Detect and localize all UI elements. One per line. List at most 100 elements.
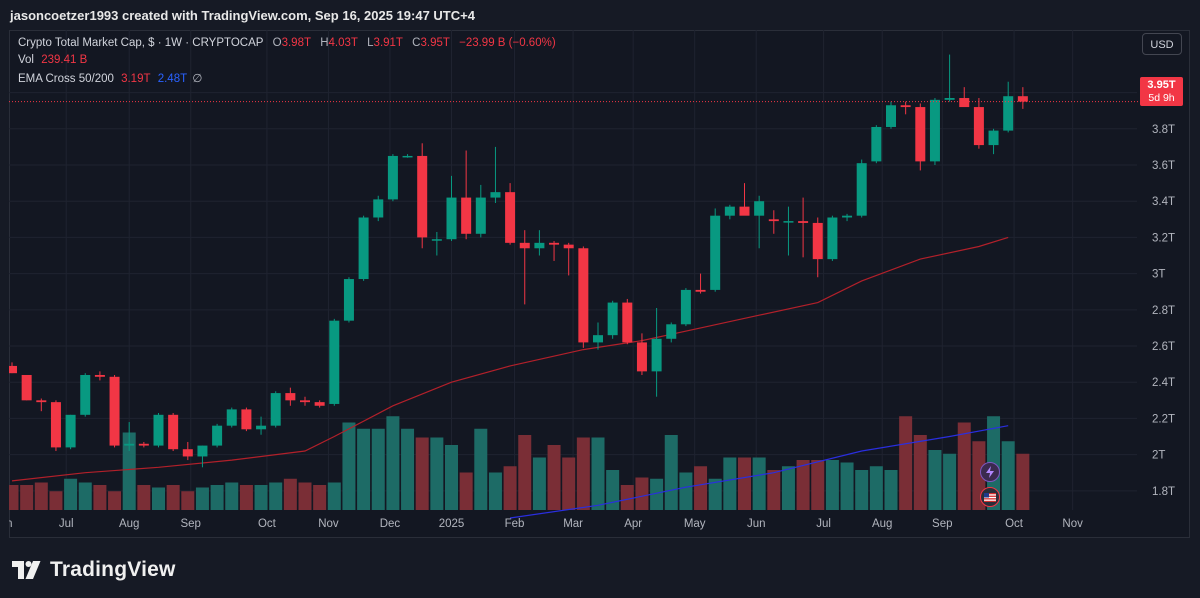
x-axis-label: Feb [505, 518, 525, 530]
candle-body [710, 215, 721, 290]
candle-body [197, 445, 208, 457]
volume-bar [327, 482, 341, 510]
volume-bar [913, 435, 927, 510]
x-axis-label: May [684, 518, 706, 530]
price-chart[interactable]: 1.8T 2T 2.2T 2.4T 2.6T 2.8T 3T 3.2T 3.4T 3.6T 3.8T… [9, 30, 1190, 538]
volume-bar [283, 478, 297, 510]
y-axis-label: 2.4T [1152, 377, 1175, 389]
candle-body [959, 98, 970, 108]
brand[interactable]: TradingView [12, 555, 176, 585]
legend-symbol[interactable]: Crypto Total Market Cap, $ · 1W · CRYPTO… [18, 37, 264, 49]
candle-body [256, 425, 267, 430]
volume-bar [943, 453, 957, 510]
legend-open-label: O [272, 37, 282, 49]
x-axis-label: Nov [1062, 518, 1083, 530]
candle-body [768, 219, 779, 222]
candle-body [343, 279, 354, 321]
volume-bar [459, 472, 473, 510]
volume-bar [738, 457, 751, 510]
candle-body [886, 105, 896, 127]
candle-body [212, 425, 223, 446]
volume-bar [20, 485, 34, 510]
candle-body [798, 221, 809, 223]
candle-body [812, 222, 823, 260]
x-axis-label: Jul [59, 518, 74, 530]
candle-body [153, 414, 164, 446]
candle-body [329, 320, 340, 404]
candle-body [270, 393, 281, 426]
candle-body [519, 242, 530, 249]
volume-bar [152, 487, 165, 510]
candle-body [50, 402, 61, 448]
legend-low-label: L [367, 37, 374, 49]
us-flag-event-icon[interactable] [980, 487, 1000, 507]
candle-body [36, 400, 47, 403]
legend-vol-label[interactable]: Vol [18, 54, 34, 66]
brand-text: TradingView [50, 558, 176, 581]
candle-body [578, 248, 589, 343]
candle-body [182, 449, 193, 457]
x-axis-label: Jul [816, 518, 831, 530]
y-axis-label: 2.8T [1152, 305, 1175, 317]
volume-bar [650, 478, 664, 510]
candle-body [1003, 96, 1014, 131]
volume-bar [679, 472, 693, 510]
candle-body [856, 163, 867, 216]
volume-bar [694, 466, 708, 510]
volume-bar [664, 435, 678, 510]
y-axis-label: 2T [1152, 450, 1165, 462]
legend-high-label: H [320, 37, 329, 49]
legend-ema-label[interactable]: EMA Cross 50/200 [18, 73, 114, 85]
candle-body [373, 199, 384, 218]
x-axis-label: Oct [1005, 518, 1024, 530]
candle-body [387, 155, 398, 200]
candle-body [622, 302, 633, 343]
candle-body [9, 365, 17, 374]
lightning-event-icon[interactable] [980, 462, 1000, 482]
footer-bar [0, 540, 1200, 598]
x-axis-label: Jun [9, 518, 12, 530]
candle-body [534, 242, 545, 249]
volume-bar [708, 478, 722, 510]
candle-body [666, 324, 677, 339]
candle-body [109, 376, 120, 446]
x-axis-label: Sep [932, 518, 952, 530]
volume-bar [371, 428, 385, 510]
volume-bar [210, 485, 224, 510]
candle-body [402, 155, 413, 158]
candle-body [783, 221, 794, 223]
volume-bar [430, 437, 444, 510]
candle-body [593, 335, 603, 343]
volume-bar [122, 432, 136, 510]
caption-bar: jasoncoetzer1993 created with TradingVie… [0, 0, 1200, 30]
y-axis-label: 3T [1152, 269, 1165, 281]
volume-bar [474, 428, 488, 510]
candle-body [636, 342, 647, 372]
candle-body [929, 99, 940, 162]
legend-ema-fast: 3.19T [121, 73, 151, 85]
currency-button[interactable]: USD [1142, 33, 1182, 55]
volume-bar [503, 466, 517, 510]
volume-bar [239, 485, 253, 510]
ema-50-line [11, 236, 1009, 482]
volume-bar [1016, 453, 1030, 510]
caption-text: jasoncoetzer1993 created with TradingVie… [10, 8, 475, 23]
volume-bar [298, 482, 312, 510]
volume-bar [313, 485, 327, 510]
candle-body [973, 107, 984, 146]
volume-bar [518, 435, 532, 510]
candle-body [607, 302, 618, 336]
candle-body [900, 105, 911, 108]
candle-body [871, 126, 882, 162]
candle-body [94, 374, 105, 377]
candle-body [563, 244, 574, 249]
candle-body [944, 98, 955, 100]
last-price-value: 3.95T [1147, 79, 1176, 91]
legend-volume: Vol 239.41 B [18, 54, 89, 66]
candle-body [80, 374, 91, 415]
candle-body [988, 130, 999, 146]
volume-bar [195, 487, 209, 510]
volume-bar [49, 491, 63, 510]
volume-bar [781, 466, 795, 510]
last-price-tag: 3.95T 5d 9h [1140, 77, 1183, 106]
